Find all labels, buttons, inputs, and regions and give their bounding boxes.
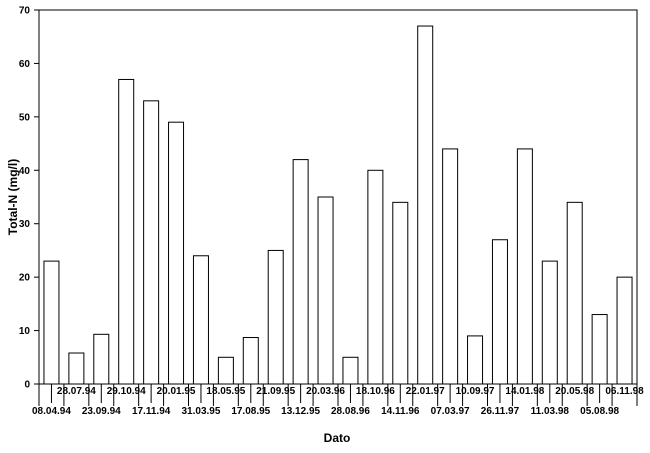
y-tick-label: 0 — [24, 380, 30, 391]
bar-1 — [43, 260, 60, 385]
x-tick-label: 18.10.96 — [356, 386, 395, 397]
x-tick-label: 11.03.98 — [531, 406, 570, 417]
y-axis: 0 10 20 30 40 50 60 70 — [19, 6, 39, 391]
x-tick-label: 20.01.95 — [157, 386, 196, 397]
x-tick-label: 18.05.95 — [206, 386, 245, 397]
bar-19 — [491, 239, 508, 385]
bar-24 — [616, 276, 633, 385]
x-tick-label: 14.01.98 — [505, 386, 544, 397]
bar-13 — [342, 356, 359, 385]
bar-8 — [217, 356, 234, 385]
x-tick-label: 08.04.94 — [32, 406, 71, 417]
x-tick-label: 17.11.94 — [132, 406, 171, 417]
y-tick-label: 50 — [19, 112, 31, 123]
bar-7 — [192, 255, 209, 385]
bar-15 — [392, 201, 409, 385]
bar-11 — [292, 159, 309, 385]
bar-23 — [591, 314, 608, 385]
x-tick-label: 26.11.97 — [481, 406, 520, 417]
x-tick-label: 22.01.97 — [406, 386, 445, 397]
bar-17 — [442, 148, 459, 385]
x-tick-label: 28.08.96 — [331, 406, 370, 417]
bar-2 — [68, 352, 85, 385]
bar-20 — [516, 148, 533, 385]
x-tick-label: 14.11.96 — [381, 406, 420, 417]
x-tick-label: 06.11.98 — [605, 386, 644, 397]
bar-16 — [417, 25, 434, 385]
x-tick-label: 20.05.98 — [555, 386, 594, 397]
bar-3 — [93, 333, 110, 385]
bar-4 — [118, 78, 135, 385]
bar-18 — [467, 335, 484, 385]
x-tick-label: 07.03.97 — [431, 406, 470, 417]
x-tick-label: 05.08.98 — [580, 406, 619, 417]
bar-12 — [317, 196, 334, 385]
y-tick-label: 70 — [19, 6, 31, 17]
x-tick-label: 20.03.96 — [306, 386, 345, 397]
x-tick-label: 17.08.95 — [231, 406, 270, 417]
bars-layer — [43, 25, 633, 385]
x-axis: 08.04.94 28.07.94 23.09.94 29.10.94 17.11.94… — [32, 384, 644, 417]
y-tick-label: 10 — [19, 326, 31, 337]
x-tick-label: 29.10.94 — [107, 386, 146, 397]
x-tick-label: 23.09.94 — [82, 406, 121, 417]
x-tick-label: 21.09.95 — [256, 386, 295, 397]
x-axis-title: Dato — [324, 431, 351, 445]
bar-5 — [143, 100, 160, 385]
y-tick-label: 20 — [19, 273, 31, 284]
x-tick-label: 13.12.95 — [281, 406, 320, 417]
y-axis-title: Total-N (mg/l) — [6, 159, 20, 235]
bar-21 — [541, 260, 558, 385]
bar-22 — [566, 201, 583, 385]
bar-10 — [267, 249, 284, 385]
x-tick-label: 28.07.94 — [57, 386, 96, 397]
bar-14 — [367, 169, 384, 385]
x-tick-label: 10.09.97 — [456, 386, 495, 397]
bar-6 — [168, 121, 185, 385]
y-tick-label: 40 — [19, 166, 31, 177]
y-tick-label: 60 — [19, 59, 31, 70]
x-tick-label: 31.03.95 — [181, 406, 220, 417]
bar-9 — [242, 337, 259, 385]
y-tick-label: 30 — [19, 219, 31, 230]
